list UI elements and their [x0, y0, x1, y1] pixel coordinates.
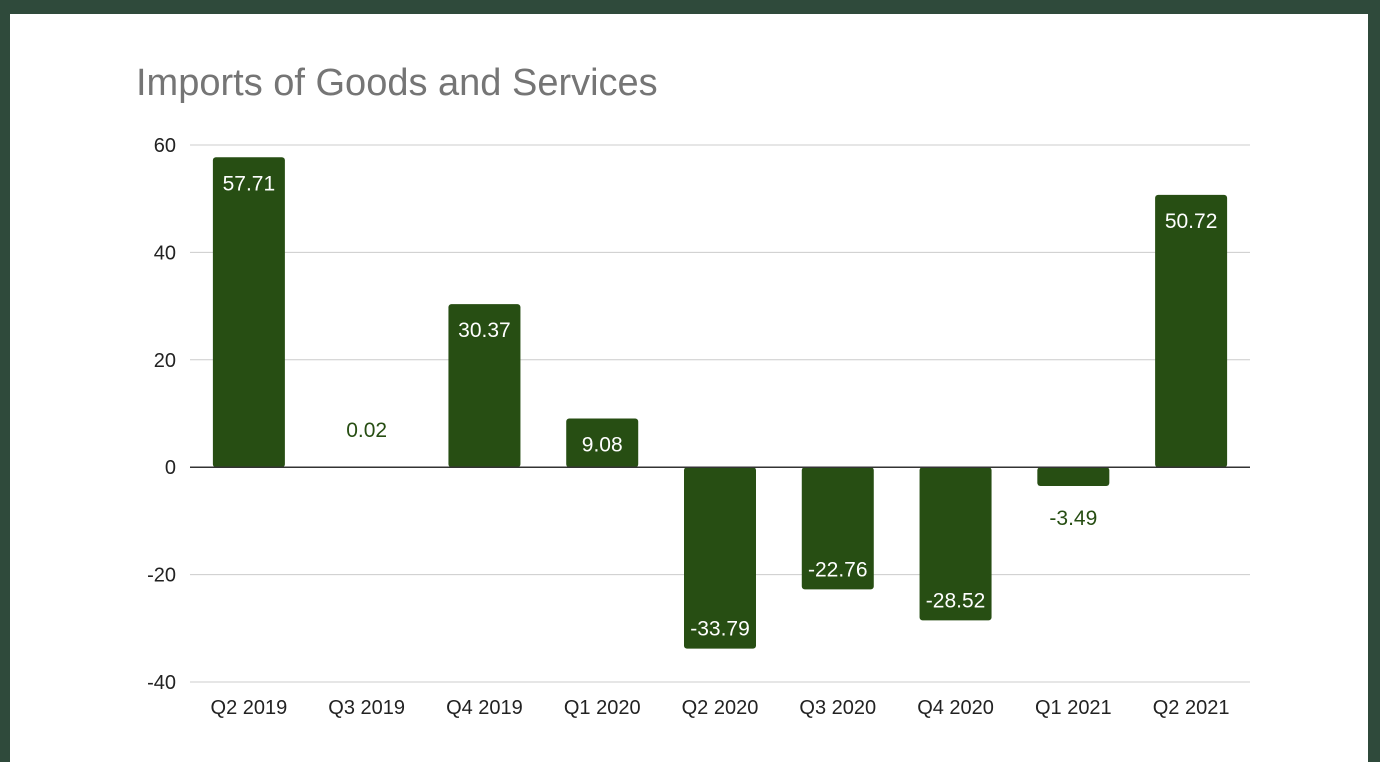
data-label: 0.02: [346, 419, 387, 442]
x-tick-label: Q4 2020: [917, 697, 994, 719]
x-tick-label: Q4 2019: [446, 697, 523, 719]
y-tick-label: 40: [154, 242, 176, 264]
data-label: 30.37: [458, 319, 511, 342]
bar: [1155, 194, 1228, 468]
y-tick-label: 0: [165, 457, 176, 479]
chart-title: Imports of Goods and Services: [136, 62, 658, 104]
data-label: -22.76: [808, 558, 868, 581]
bar: [566, 418, 639, 468]
y-tick-label: 60: [154, 135, 176, 157]
data-label: -3.49: [1049, 507, 1097, 530]
x-tick-label: Q2 2021: [1153, 697, 1230, 719]
x-tick-label: Q2 2019: [211, 697, 288, 719]
bar-chart: -40 -20 0 20 40 60 57.71 Q2 2019 0.02 Q3 2019 30.3…: [147, 135, 1250, 719]
bar: [801, 467, 874, 590]
x-tick-label: Q3 2020: [799, 697, 876, 719]
bar: [1037, 467, 1110, 486]
y-tick-label: -40: [147, 672, 176, 694]
y-tick-label: -20: [147, 565, 176, 587]
x-tick-label: Q3 2019: [328, 697, 405, 719]
data-label: 57.71: [223, 172, 276, 195]
bar: [684, 467, 756, 649]
x-tick-label: Q2 2020: [682, 697, 759, 719]
data-label: -33.79: [690, 618, 750, 641]
chart-frame: Imports of Goods and Services -40 -20 0 20 4…: [10, 14, 1368, 762]
x-tick-label: Q1 2020: [564, 697, 641, 719]
bar: [919, 467, 992, 621]
y-tick-label: 20: [154, 350, 176, 372]
x-tick-label: Q1 2021: [1035, 697, 1112, 719]
bar: [448, 304, 521, 468]
bar: [212, 157, 285, 468]
data-label: 9.08: [582, 433, 623, 456]
data-label: -28.52: [926, 589, 986, 612]
data-label: 50.72: [1165, 210, 1218, 233]
